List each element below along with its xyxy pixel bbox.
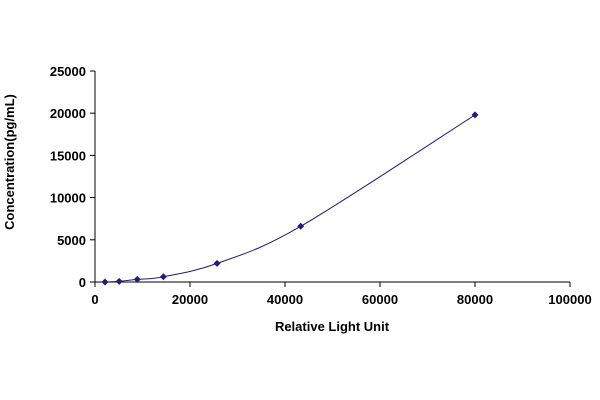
x-tick-label: 20000 [172, 292, 208, 307]
x-axis-title: Relative Light Unit [275, 319, 390, 334]
x-tick-label: 40000 [267, 292, 303, 307]
fit-curve [104, 114, 476, 283]
x-ticks: 0 20000 40000 60000 80000 100000 [91, 282, 592, 307]
y-tick-label: 20000 [50, 106, 86, 121]
y-axis-title: Concentration(pg/mL) [2, 94, 17, 230]
x-tick-label: 0 [91, 292, 98, 307]
y-tick-label: 25000 [50, 64, 86, 79]
y-ticks: 0 5000 10000 15000 20000 25000 [50, 64, 95, 290]
data-point-marker [133, 275, 141, 283]
x-tick-label: 80000 [457, 292, 493, 307]
y-axis: 0 5000 10000 15000 20000 25000 [50, 64, 96, 290]
y-tick-label: 0 [79, 275, 86, 290]
data-point-marker [471, 111, 479, 119]
y-tick-label: 5000 [57, 233, 86, 248]
data-point-marker [101, 278, 109, 286]
x-tick-label: 100000 [548, 292, 591, 307]
data-point-marker [115, 277, 123, 285]
data-point-marker [297, 222, 305, 230]
data-points [101, 111, 479, 286]
data-point-marker [159, 273, 167, 281]
data-point-marker [213, 259, 221, 267]
x-axis: 0 20000 40000 60000 80000 100000 [91, 281, 592, 307]
y-tick-label: 10000 [50, 191, 86, 206]
y-tick-label: 15000 [50, 148, 86, 163]
x-tick-label: 60000 [362, 292, 398, 307]
